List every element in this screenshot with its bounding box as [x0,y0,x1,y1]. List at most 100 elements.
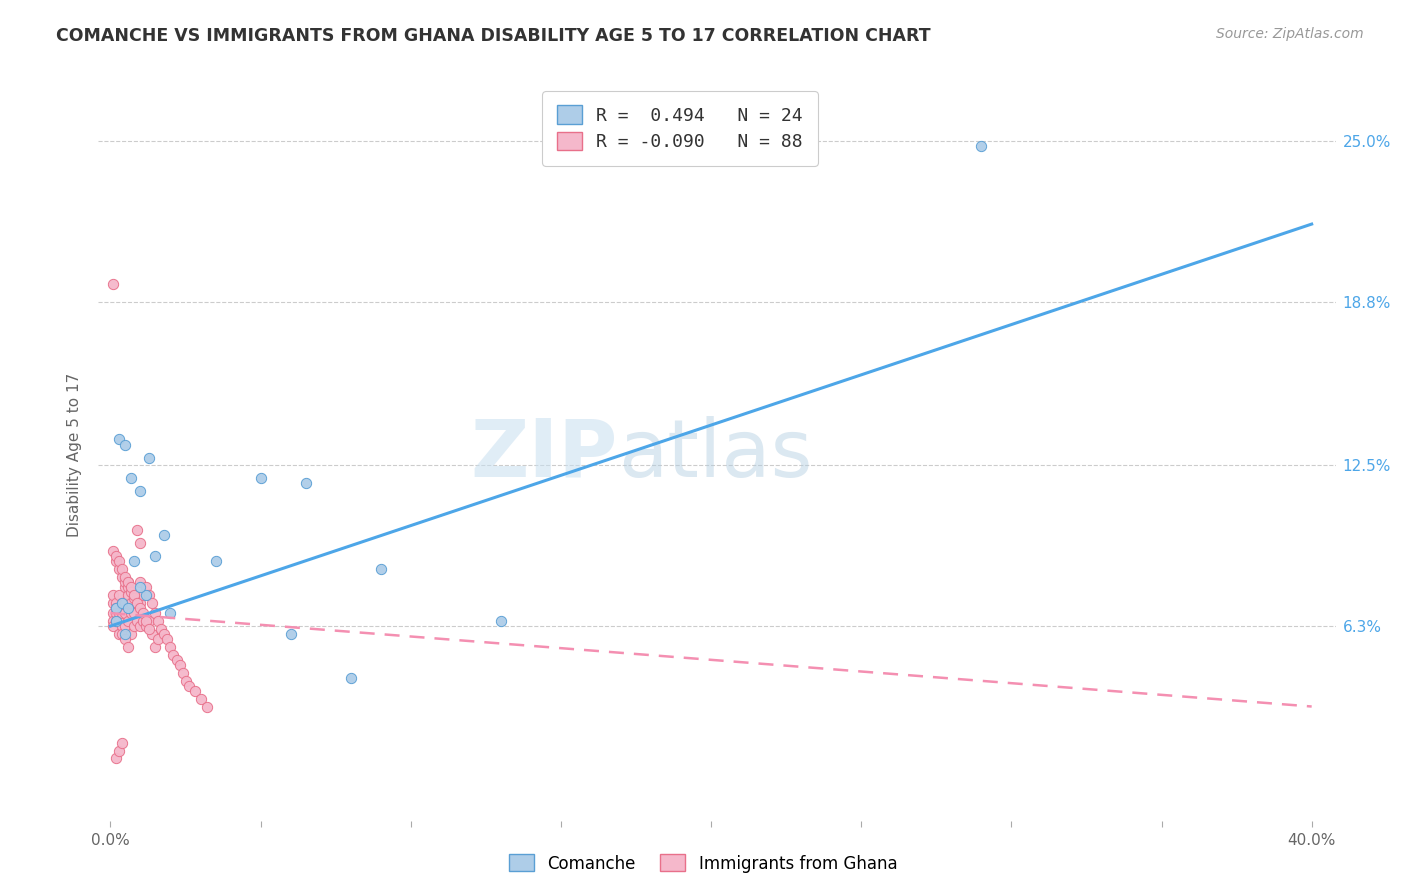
Point [294,476,316,491]
Point [124,554,146,568]
Point [129,580,152,594]
Point [135,580,157,594]
Point [129,484,152,499]
Point [135,588,157,602]
Point [190,691,212,706]
Point [117,574,139,589]
Point [108,614,131,628]
Point [132,588,155,602]
Point [120,580,142,594]
Point [111,596,134,610]
Point [103,596,125,610]
Point [114,574,136,589]
Point [117,640,139,654]
Point [153,627,176,641]
Point [183,684,205,698]
Point [129,596,152,610]
Text: COMANCHE VS IMMIGRANTS FROM GHANA DISABILITY AGE 5 TO 17 CORRELATION CHART: COMANCHE VS IMMIGRANTS FROM GHANA DISABI… [56,27,931,45]
Point [114,596,136,610]
Point [129,601,152,615]
Point [114,627,136,641]
Point [120,596,142,610]
Point [103,544,125,558]
Point [124,588,146,602]
Point [127,523,149,537]
Point [105,614,128,628]
Point [103,588,125,602]
Point [159,606,181,620]
Text: atlas: atlas [619,416,813,494]
Point [114,437,136,451]
Point [138,622,160,636]
Point [129,536,152,550]
Point [111,736,134,750]
Point [127,614,149,628]
Point [370,562,392,576]
Point [195,699,218,714]
Point [148,632,170,646]
Point [111,619,134,633]
Point [111,570,134,584]
Point [970,139,993,153]
Point [141,596,163,610]
Point [103,606,125,620]
Point [489,614,512,628]
Point [111,606,134,620]
Point [249,471,271,485]
Point [111,596,134,610]
Point [103,277,125,291]
Point [145,606,167,620]
Legend: R =  0.494   N = 24, R = -0.090   N = 88: R = 0.494 N = 24, R = -0.090 N = 88 [543,91,817,166]
Point [177,679,200,693]
Point [117,601,139,615]
Point [114,570,136,584]
Point [135,619,157,633]
Point [105,554,128,568]
Point [145,640,167,654]
Point [108,606,131,620]
Point [108,627,131,641]
Point [114,632,136,646]
Point [138,588,160,602]
Point [339,671,361,685]
Point [124,606,146,620]
Point [141,627,163,641]
Point [103,614,125,628]
Point [127,596,149,610]
Point [132,614,155,628]
Point [120,627,142,641]
Point [169,658,191,673]
Point [138,450,160,465]
Point [135,614,157,628]
Point [105,596,128,610]
Point [105,606,128,620]
Point [132,606,155,620]
Point [108,433,131,447]
Point [145,549,167,563]
Point [108,562,131,576]
Point [117,614,139,628]
Point [105,601,128,615]
Legend: Comanche, Immigrants from Ghana: Comanche, Immigrants from Ghana [502,847,904,880]
Point [108,554,131,568]
Point [204,554,226,568]
Point [105,549,128,563]
Y-axis label: Disability Age 5 to 17: Disability Age 5 to 17 [67,373,83,537]
Point [124,588,146,602]
Point [117,580,139,594]
Point [129,619,152,633]
Point [174,673,197,688]
Point [120,585,142,599]
Point [162,648,184,662]
Point [120,471,142,485]
Point [111,627,134,641]
Point [124,591,146,605]
Point [156,632,179,646]
Point [114,580,136,594]
Text: Source: ZipAtlas.com: Source: ZipAtlas.com [1216,27,1364,41]
Point [172,665,194,680]
Point [105,751,128,765]
Point [105,601,128,615]
Point [108,588,131,602]
Point [103,619,125,633]
